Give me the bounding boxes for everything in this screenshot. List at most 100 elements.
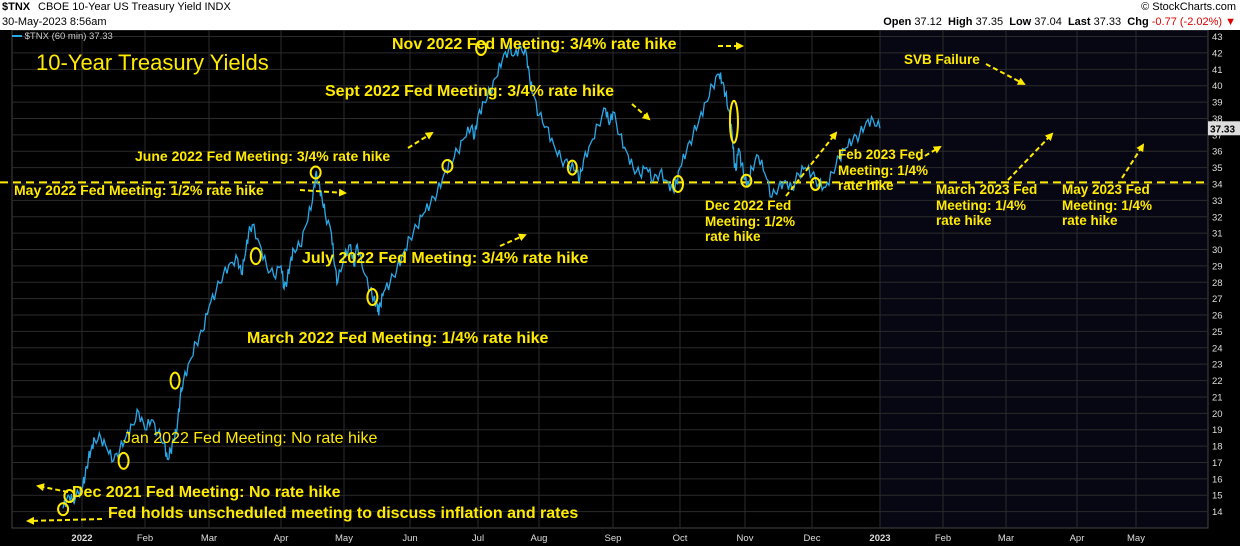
y-tick-label: 14 [1212,507,1223,518]
down-arrow-icon: ▼ [1225,16,1236,28]
x-tick-label: 2022 [71,533,92,544]
arrow-feb2023 [917,145,942,161]
x-tick-label: Apr [1070,533,1085,544]
plot-frame [11,29,1209,529]
x-tick-label: May [335,533,353,544]
legend-line-icon [12,35,22,38]
marker-mar2023 [740,173,753,188]
low-label: Low [1009,16,1032,28]
y-tick-label: 28 [1212,278,1223,289]
high-value: 37.35 [975,16,1004,28]
annotation-dec2022: Dec 2022 Fed Meeting: 1/2% rate hike [705,198,796,245]
x-tick-label: Nov [737,533,754,544]
y-tick-label: 18 [1212,442,1223,453]
y-tick-label: 21 [1212,392,1223,403]
legend-text: $TNX (60 min) 37.33 [24,31,113,42]
arrow-jun2022 [407,131,434,149]
symbol-label: $TNX [2,1,31,13]
arrow-jul2022 [499,233,527,247]
marker-jun2022 [309,165,322,180]
chg-value: -0.77 (-2.02%) [1151,16,1223,28]
open-value: 37.12 [914,16,942,28]
low-value: 37.04 [1034,16,1062,28]
annotation-mar2023: March 2023 Fed Meeting: 1/4% rate hike [936,182,1038,229]
y-tick-label: 37 [1212,130,1223,141]
annotation-svb: SVB Failure [904,52,980,67]
y-tick-label: 23 [1212,360,1223,371]
source-credit: © StockCharts.com [1141,1,1236,13]
y-tick-label: 16 [1212,474,1223,485]
y-tick-label: 30 [1212,245,1223,256]
marker-svb [728,99,739,144]
year-2023-shade [880,30,1208,528]
y-tick-label: 39 [1212,98,1223,109]
x-tick-label: Jun [402,533,417,544]
chart-header: $TNX CBOE 10-Year US Treasury Yield INDX… [0,0,1240,30]
y-tick-label: 25 [1212,327,1223,338]
y-tick-label: 19 [1212,425,1223,436]
series-legend: $TNX (60 min) 37.33 [12,31,113,42]
y-tick-label: 35 [1212,163,1223,174]
annotation-may2023: May 2023 Fed Meeting: 1/4% rate hike [1062,182,1153,229]
y-tick-label: 24 [1212,343,1223,354]
y-tick-label: 40 [1212,81,1223,92]
last-value-label: 37.33 [1210,124,1235,135]
annotation-jan2022: Jan 2022 Fed Meeting: No rate hike [123,430,378,447]
x-tick-label: Aug [531,533,548,544]
arrow-dec2022 [785,131,838,197]
x-tick-label: Mar [201,533,217,544]
marker-feb2023 [671,174,684,193]
arrow-dec2021 [36,483,69,493]
annotation-jul2022: July 2022 Fed Meeting: 3/4% rate hike [302,250,589,267]
x-tick-label: 2023 [869,533,890,544]
y-tick-label: 32 [1212,212,1223,223]
arrow-sep2022 [631,103,651,121]
annotation-unscheduled: Fed holds unscheduled meeting to discuss… [108,505,579,522]
annotation-may2022: May 2022 Fed Meeting: 1/2% rate hike [14,182,264,198]
marker-jan2022 [117,451,130,470]
x-tick-label: Feb [137,533,153,544]
y-tick-label: 42 [1212,48,1223,59]
y-tick-label: 38 [1212,114,1223,125]
y-tick-label: 22 [1212,376,1223,387]
annotation-jun2022: June 2022 Fed Meeting: 3/4% rate hike [135,148,391,164]
series-line-tnx [62,44,881,509]
x-tick-label: Feb [935,533,951,544]
y-tick-label: 15 [1212,491,1223,502]
arrow-unscheduled [26,516,103,525]
marker-may2023 [809,176,821,191]
arrow-may2023 [1121,143,1145,179]
chart-title: 10-Year Treasury Yields [36,50,269,75]
x-tick-label: Mar [998,533,1014,544]
marker-sep2022 [441,158,454,173]
annotation-nov2022: Nov 2022 Fed Meeting: 3/4% rate hike [392,36,677,53]
marker-jul2022 [366,288,379,307]
y-tick-label: 36 [1212,147,1223,158]
open-label: Open [883,16,912,28]
chg-label: Chg [1127,16,1149,28]
x-tick-label: Dec [804,533,821,544]
quote-stats: Open 37.12 High 37.35 Low 37.04 Last 37.… [883,16,1236,28]
x-tick-label: Jul [472,533,484,544]
x-tick-label: Sep [605,533,622,544]
y-tick-label: 17 [1212,458,1223,469]
y-tick-label: 26 [1212,311,1223,322]
marker-mar2022 [169,371,181,390]
y-tick-label: 41 [1212,65,1223,76]
y-tick-label: 27 [1212,294,1223,305]
chart-date: 30-May-2023 8:56am [2,16,107,28]
arrow-svb [985,63,1026,85]
symbol-name: CBOE 10-Year US Treasury Yield INDX [38,1,231,13]
x-tick-label: Oct [673,533,688,544]
marker-dec2021 [63,489,76,504]
high-label: High [948,16,973,28]
marker-may2022 [249,247,262,266]
annotation-mar2022: March 2022 Fed Meeting: 1/4% rate hike [247,330,549,347]
x-tick-label: May [1127,533,1145,544]
marker-unscheduled [57,502,70,517]
annotation-sep2022: Sept 2022 Fed Meeting: 3/4% rate hike [325,83,614,100]
y-tick-label: 33 [1212,196,1223,207]
arrow-mar2023 [1007,132,1054,181]
y-tick-label: 29 [1212,261,1223,272]
